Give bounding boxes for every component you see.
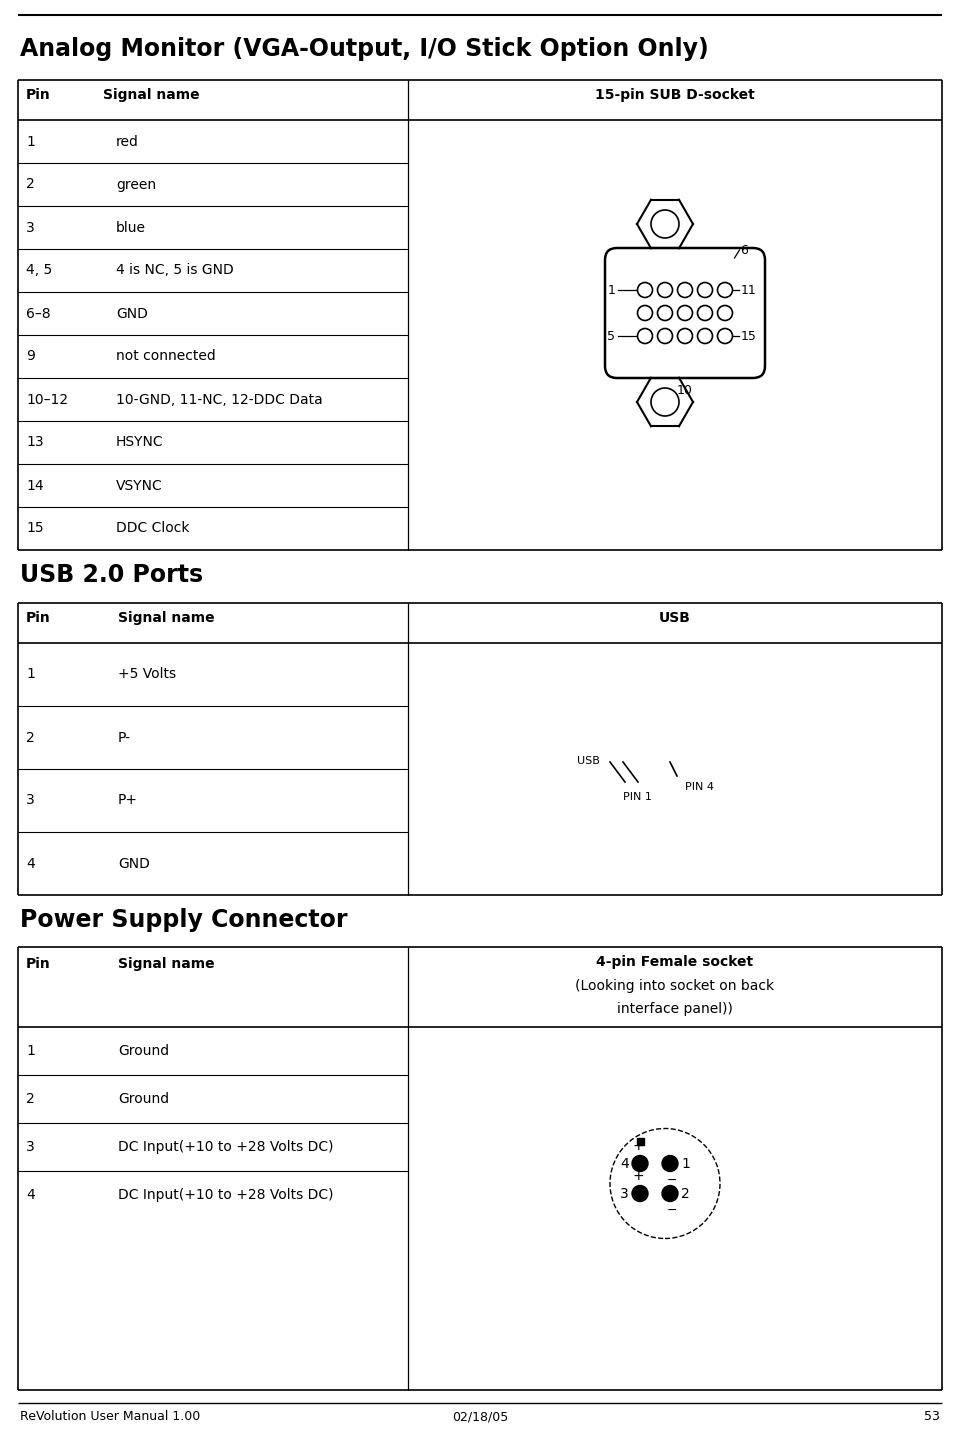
Text: 2: 2: [681, 1186, 689, 1200]
Text: 5: 5: [608, 329, 615, 342]
Text: 1: 1: [26, 1045, 35, 1058]
Text: USB: USB: [660, 611, 691, 626]
Circle shape: [632, 1155, 648, 1171]
Text: Ground: Ground: [118, 1093, 169, 1106]
Text: USB: USB: [577, 757, 600, 765]
Text: green: green: [116, 178, 156, 192]
Text: ReVolution User Manual 1.00: ReVolution User Manual 1.00: [20, 1410, 201, 1423]
Text: Signal name: Signal name: [103, 87, 200, 102]
Circle shape: [717, 329, 732, 343]
Text: 4: 4: [26, 857, 35, 870]
Text: 10–12: 10–12: [26, 393, 68, 406]
Text: 1: 1: [608, 284, 615, 297]
Circle shape: [637, 282, 653, 297]
Text: interface panel)): interface panel)): [617, 1002, 732, 1016]
Text: 15: 15: [26, 521, 43, 535]
Text: Power Supply Connector: Power Supply Connector: [20, 908, 348, 933]
Text: Analog Monitor (VGA-Output, I/O Stick Option Only): Analog Monitor (VGA-Output, I/O Stick Op…: [20, 36, 708, 61]
Text: VSYNC: VSYNC: [116, 479, 163, 492]
Text: P-: P-: [118, 730, 131, 745]
Text: 11: 11: [740, 284, 756, 297]
Text: −: −: [667, 1203, 677, 1216]
Text: PIN 1: PIN 1: [623, 792, 652, 802]
Circle shape: [662, 1186, 678, 1202]
Text: (Looking into socket on back: (Looking into socket on back: [575, 979, 775, 992]
Text: 53: 53: [924, 1410, 940, 1423]
Text: 15-pin SUB D-socket: 15-pin SUB D-socket: [595, 87, 755, 102]
Text: 6: 6: [740, 243, 749, 256]
Text: 4: 4: [26, 1187, 35, 1202]
Text: HSYNC: HSYNC: [116, 435, 163, 450]
Text: +5 Volts: +5 Volts: [118, 668, 176, 681]
Text: 4-pin Female socket: 4-pin Female socket: [596, 954, 754, 969]
Text: +: +: [633, 1139, 644, 1154]
Text: 4, 5: 4, 5: [26, 263, 52, 278]
Circle shape: [651, 388, 679, 416]
Circle shape: [717, 282, 732, 297]
FancyBboxPatch shape: [605, 247, 765, 378]
Text: −: −: [667, 1174, 677, 1186]
Circle shape: [658, 282, 673, 297]
Text: USB 2.0 Ports: USB 2.0 Ports: [20, 563, 204, 586]
Circle shape: [698, 329, 712, 343]
Circle shape: [678, 306, 692, 320]
Text: 1: 1: [26, 668, 35, 681]
Text: 15: 15: [740, 329, 756, 342]
Text: 1: 1: [26, 134, 35, 148]
Text: 3: 3: [26, 1141, 35, 1154]
Circle shape: [658, 306, 673, 320]
Text: 2: 2: [26, 178, 35, 192]
Text: PIN 4: PIN 4: [685, 781, 714, 792]
Text: 3: 3: [26, 221, 35, 234]
Text: 10-GND, 11-NC, 12-DDC Data: 10-GND, 11-NC, 12-DDC Data: [116, 393, 323, 406]
Text: 2: 2: [26, 730, 35, 745]
Circle shape: [717, 306, 732, 320]
Bar: [636, 1138, 643, 1145]
Circle shape: [632, 1186, 648, 1202]
Circle shape: [637, 329, 653, 343]
Text: 9: 9: [26, 349, 35, 364]
Circle shape: [678, 282, 692, 297]
Circle shape: [698, 282, 712, 297]
Text: 4 is NC, 5 is GND: 4 is NC, 5 is GND: [116, 263, 233, 278]
Text: not connected: not connected: [116, 349, 216, 364]
Circle shape: [678, 329, 692, 343]
Text: DC Input(+10 to +28 Volts DC): DC Input(+10 to +28 Volts DC): [118, 1141, 333, 1154]
Text: 13: 13: [26, 435, 43, 450]
Text: Ground: Ground: [118, 1045, 169, 1058]
Text: blue: blue: [116, 221, 146, 234]
Text: Pin: Pin: [26, 611, 51, 626]
Circle shape: [658, 329, 673, 343]
Circle shape: [662, 1155, 678, 1171]
Text: 14: 14: [26, 479, 43, 492]
Text: Pin: Pin: [26, 957, 51, 970]
Text: Signal name: Signal name: [118, 611, 215, 626]
Text: Pin: Pin: [26, 87, 51, 102]
Text: 02/18/05: 02/18/05: [452, 1410, 508, 1423]
Text: 3: 3: [620, 1186, 629, 1200]
Text: 3: 3: [26, 793, 35, 808]
Circle shape: [637, 306, 653, 320]
Text: Signal name: Signal name: [118, 957, 215, 970]
Text: 1: 1: [681, 1157, 690, 1170]
Text: GND: GND: [118, 857, 150, 870]
Text: P+: P+: [118, 793, 138, 808]
Text: GND: GND: [116, 307, 148, 320]
Text: 6–8: 6–8: [26, 307, 51, 320]
Text: +: +: [633, 1170, 644, 1183]
Text: 2: 2: [26, 1093, 35, 1106]
Circle shape: [651, 210, 679, 239]
Text: DDC Clock: DDC Clock: [116, 521, 189, 535]
Circle shape: [698, 306, 712, 320]
Text: 4: 4: [620, 1157, 629, 1170]
Text: 10: 10: [677, 384, 693, 397]
Text: red: red: [116, 134, 139, 148]
Text: DC Input(+10 to +28 Volts DC): DC Input(+10 to +28 Volts DC): [118, 1187, 333, 1202]
Circle shape: [610, 1129, 720, 1238]
